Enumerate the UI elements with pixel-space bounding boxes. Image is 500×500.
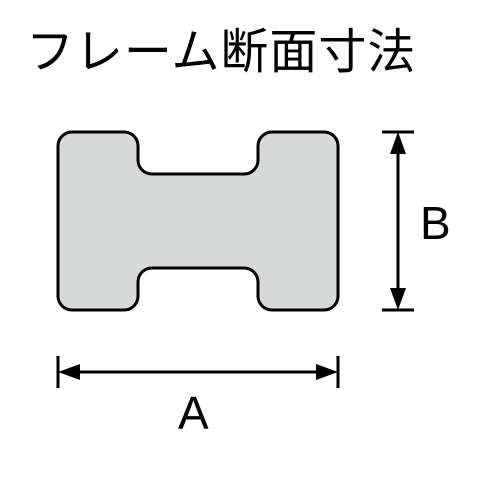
dim-b-arrow-bottom	[390, 288, 406, 310]
dimension-label-b: B	[420, 196, 451, 250]
profile-shape	[58, 132, 338, 310]
diagram-canvas: フレーム断面寸法 A B	[0, 0, 500, 500]
dim-b-arrow-top	[390, 132, 406, 154]
dimension-label-a: A	[178, 386, 209, 440]
dim-a-arrow-right	[316, 364, 338, 380]
diagram-svg	[0, 0, 500, 500]
dim-a-arrow-left	[58, 364, 80, 380]
